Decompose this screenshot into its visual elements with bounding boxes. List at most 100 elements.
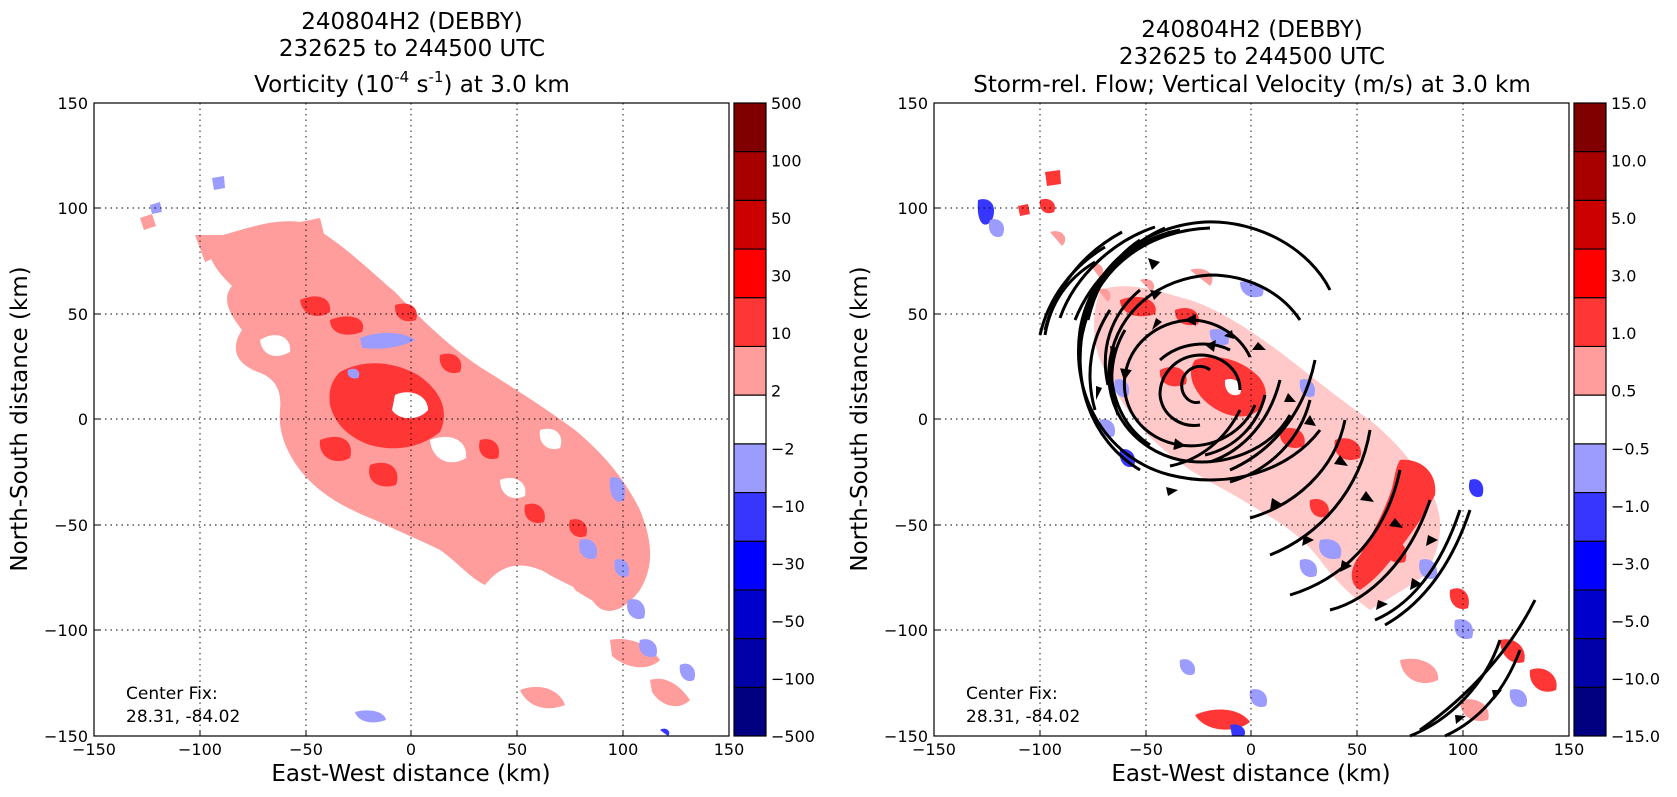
x-axis-label: East-West distance (km) <box>271 761 550 787</box>
colorbar-segment <box>1574 589 1606 640</box>
center-fix-label: Center Fix: <box>126 684 218 704</box>
vertical-velocity-panel: 240804H2 (DEBBY) 232625 to 244500 UTC St… <box>847 17 1660 787</box>
y-tick-label: 100 <box>57 199 88 218</box>
colorbar-segment <box>734 200 766 250</box>
x-tick-label: 100 <box>1448 740 1479 759</box>
panel-title-line3: Vorticity (10-4 s-1) at 3.0 km <box>254 68 570 98</box>
colorbar-tick-label: 0.5 <box>1611 382 1636 401</box>
streamline-arrows <box>1096 258 1502 724</box>
storm-relative-streamlines <box>1038 220 1537 738</box>
panel-title-line1: 240804H2 (DEBBY) <box>1141 17 1363 43</box>
colorbar-segment <box>734 103 766 153</box>
colorbar-segment <box>1574 541 1606 591</box>
colorbar-segment <box>1574 297 1606 347</box>
colorbar-segment <box>734 151 766 201</box>
colorbar-tick-label: 5.0 <box>1611 209 1636 228</box>
y-tick-label: 150 <box>57 94 88 113</box>
colorbar-tick-label: −100 <box>771 669 815 688</box>
panel-title-line2: 232625 to 244500 UTC <box>279 36 545 62</box>
x-axis: −150 −100 −50 0 50 100 150 East-West dis… <box>72 730 744 787</box>
colorbar-tick-label: −15.0 <box>1611 727 1660 746</box>
colorbar-frame <box>1573 102 1607 737</box>
y-tick-label: −100 <box>884 621 928 640</box>
colorbar-tick-label: 10.0 <box>1611 152 1647 171</box>
colorbar-tick-label: 2 <box>771 382 781 401</box>
x-tick-label: 50 <box>507 740 527 759</box>
colorbar-segment <box>1574 200 1606 250</box>
y-tick-label: 0 <box>78 410 88 429</box>
x-tick-label: −150 <box>72 740 116 759</box>
x-tick-label: −150 <box>912 740 956 759</box>
x-tick-label: −50 <box>289 740 323 759</box>
y-tick-label: 100 <box>897 199 928 218</box>
y-tick-label: 50 <box>68 305 88 324</box>
colorbar-tick-label: 30 <box>771 267 791 286</box>
colorbar-segment <box>734 687 766 737</box>
colorbar-segment <box>734 346 766 396</box>
colorbar-tick-label: 500 <box>771 94 802 113</box>
colorbar-segment <box>1574 638 1606 688</box>
vertical-velocity-field <box>934 103 1569 736</box>
y-tick-label: −50 <box>894 516 928 535</box>
colorbar-tick-label: 1.0 <box>1611 324 1636 343</box>
x-tick-label: −100 <box>1018 740 1062 759</box>
colorbar-tick-label: −30 <box>771 554 805 573</box>
x-tick-label: 0 <box>406 740 416 759</box>
x-tick-label: −50 <box>1129 740 1163 759</box>
colorbar-segment <box>1574 249 1606 299</box>
y-tick-label: −50 <box>54 516 88 535</box>
y-tick-label: 50 <box>908 305 928 324</box>
y-axis-label: North-South distance (km) <box>7 266 33 571</box>
y-tick-label: 0 <box>918 410 928 429</box>
colorbar-tick-label: −5.0 <box>1611 612 1650 631</box>
colorbar-segment <box>734 395 766 445</box>
colorbar-segment <box>734 492 766 542</box>
colorbar-segment <box>734 443 766 494</box>
vertical-velocity-colorbar: 15.0 10.0 5.0 3.0 1.0 0.5 −0.5 −1.0 −3.0 −5.0 −10.… <box>1573 94 1660 746</box>
panel-title-line2: 232625 to 244500 UTC <box>1119 44 1385 70</box>
y-axis-label: North-South distance (km) <box>847 266 873 571</box>
panel-title-line1: 240804H2 (DEBBY) <box>301 9 523 35</box>
x-tick-label: 0 <box>1246 740 1256 759</box>
colorbar-tick-label: 50 <box>771 209 791 228</box>
colorbar-segment <box>734 249 766 299</box>
y-tick-label: 150 <box>897 94 928 113</box>
colorbar-tick-label: −1.0 <box>1611 497 1650 516</box>
colorbar-segment <box>1574 687 1606 737</box>
colorbar-tick-label: 15.0 <box>1611 94 1647 113</box>
colorbar-segment <box>734 638 766 688</box>
x-axis: −150 −100 −50 0 50 100 150 East-West dis… <box>912 730 1584 787</box>
colorbar-tick-label: −500 <box>771 727 815 746</box>
colorbar-tick-label: 100 <box>771 152 802 171</box>
colorbar-segment <box>734 541 766 591</box>
x-tick-label: 150 <box>714 740 745 759</box>
vorticity-field <box>94 103 729 736</box>
colorbar-segment <box>1574 492 1606 542</box>
y-axis: 150 100 50 0 −50 −100 −150 North-South d… <box>847 94 940 746</box>
colorbar-tick-label: −3.0 <box>1611 554 1650 573</box>
center-fix-label: Center Fix: <box>966 684 1058 704</box>
panel-title-line3: Storm-rel. Flow; Vertical Velocity (m/s)… <box>973 72 1531 98</box>
colorbar-segment <box>1574 346 1606 396</box>
colorbar-frame <box>733 102 767 737</box>
colorbar-tick-label: −0.5 <box>1611 439 1650 458</box>
grid-lines <box>934 103 1569 736</box>
grid-lines <box>94 103 729 736</box>
colorbar-tick-label: −10.0 <box>1611 669 1660 688</box>
center-fix-value: 28.31, -84.02 <box>126 707 240 727</box>
y-tick-label: −150 <box>884 727 928 746</box>
colorbar-segment <box>734 297 766 347</box>
y-tick-label: −150 <box>44 727 88 746</box>
x-tick-label: −100 <box>178 740 222 759</box>
x-tick-label: 100 <box>608 740 639 759</box>
colorbar-tick-label: 3.0 <box>1611 267 1636 286</box>
colorbar-segment <box>734 589 766 640</box>
colorbar-tick-label: −10 <box>771 497 805 516</box>
colorbar-segment <box>1574 395 1606 445</box>
x-tick-label: 50 <box>1347 740 1367 759</box>
colorbar-segment <box>1574 443 1606 494</box>
y-tick-label: −100 <box>44 621 88 640</box>
vorticity-colorbar: 500 100 50 30 10 2 −2 −10 −30 −50 −100 −500 <box>733 94 815 746</box>
x-tick-label: 150 <box>1554 740 1585 759</box>
